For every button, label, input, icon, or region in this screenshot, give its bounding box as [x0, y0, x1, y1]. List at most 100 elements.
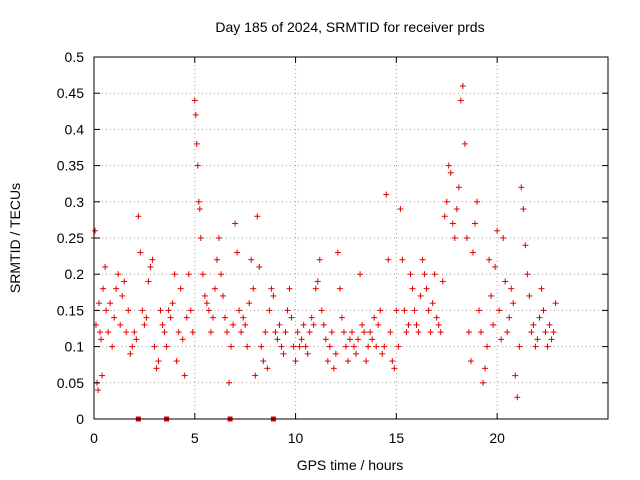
data-point	[308, 314, 315, 321]
data-point	[226, 379, 233, 386]
data-point	[173, 358, 180, 365]
data-point	[220, 292, 227, 299]
x-axis-label: GPS time / hours	[297, 457, 404, 473]
data-point	[213, 256, 220, 263]
data-point	[449, 220, 456, 227]
data-point	[349, 329, 356, 336]
data-point	[502, 278, 509, 285]
data-point	[534, 336, 541, 343]
data-point	[367, 329, 374, 336]
data-points	[91, 82, 559, 422]
data-point	[187, 307, 194, 314]
data-point	[526, 292, 533, 299]
data-point	[508, 285, 515, 292]
data-point	[467, 358, 474, 365]
data-point	[276, 321, 283, 328]
data-point	[544, 343, 551, 350]
data-point	[119, 292, 126, 299]
data-point	[351, 343, 358, 350]
data-point	[538, 285, 545, 292]
data-point	[195, 198, 202, 205]
data-point	[373, 343, 380, 350]
data-point	[383, 191, 390, 198]
y-tick-labels: 0 0.05 0.1 0.15 0.2 0.25 0.3 0.35 0.4 0.45 0.5	[57, 49, 84, 427]
grid	[94, 57, 608, 419]
data-point	[153, 365, 160, 372]
data-point	[506, 314, 513, 321]
data-point	[399, 256, 406, 263]
data-point	[409, 285, 416, 292]
data-point	[516, 343, 523, 350]
data-point	[417, 292, 424, 299]
data-point	[355, 336, 362, 343]
data-point	[159, 321, 166, 328]
data-point	[99, 372, 106, 379]
data-point	[209, 314, 216, 321]
axis-ticks	[93, 56, 608, 420]
data-point	[377, 307, 384, 314]
data-point	[504, 329, 511, 336]
data-point	[530, 321, 537, 328]
data-point	[322, 336, 329, 343]
data-point	[250, 285, 257, 292]
data-point	[451, 235, 458, 241]
data-point	[518, 184, 525, 191]
data-point	[344, 358, 351, 365]
data-point	[320, 321, 327, 328]
data-point	[411, 307, 418, 314]
data-point	[121, 278, 128, 285]
data-point	[147, 263, 154, 270]
x-tick-labels: 0 5 10 15 20	[90, 430, 505, 446]
data-point	[300, 321, 307, 328]
data-point	[369, 336, 376, 343]
data-point	[415, 329, 422, 336]
data-point	[217, 271, 224, 278]
data-point	[482, 365, 489, 372]
data-point	[453, 206, 460, 213]
data-point	[129, 343, 136, 350]
data-point	[532, 343, 539, 350]
data-point	[205, 307, 212, 314]
data-point	[115, 271, 122, 278]
data-point	[431, 271, 438, 278]
data-point	[490, 321, 497, 328]
data-point	[230, 321, 237, 328]
data-point	[437, 329, 444, 336]
data-point	[433, 314, 440, 321]
data-point	[197, 235, 204, 241]
data-point	[397, 206, 404, 213]
data-point	[471, 220, 478, 227]
y-tick-label: 0.25	[57, 230, 84, 246]
data-point	[413, 321, 420, 328]
data-point	[423, 285, 430, 292]
data-point	[109, 343, 116, 350]
data-point	[177, 285, 184, 292]
data-point	[171, 271, 178, 278]
data-point	[419, 256, 426, 263]
data-point	[405, 321, 412, 328]
x-tick-label: 5	[191, 430, 199, 446]
y-tick-label: 0.2	[65, 266, 85, 282]
data-point	[550, 329, 557, 336]
data-point	[435, 321, 442, 328]
data-point	[298, 336, 305, 343]
data-point	[425, 307, 432, 314]
data-point	[484, 343, 491, 350]
data-point	[96, 300, 103, 307]
x-tick-label: 15	[389, 430, 405, 446]
y-tick-label: 0.05	[57, 375, 84, 391]
data-point	[401, 307, 408, 314]
data-point	[389, 358, 396, 365]
data-point	[312, 285, 319, 292]
data-point	[310, 321, 317, 328]
data-point	[179, 336, 186, 343]
data-point	[127, 350, 134, 357]
data-point	[137, 249, 144, 256]
data-point	[290, 343, 297, 350]
data-point	[385, 256, 392, 263]
data-point	[193, 140, 200, 147]
data-point	[167, 314, 174, 321]
data-point	[211, 285, 218, 292]
data-point	[403, 329, 410, 336]
data-point	[215, 235, 222, 241]
